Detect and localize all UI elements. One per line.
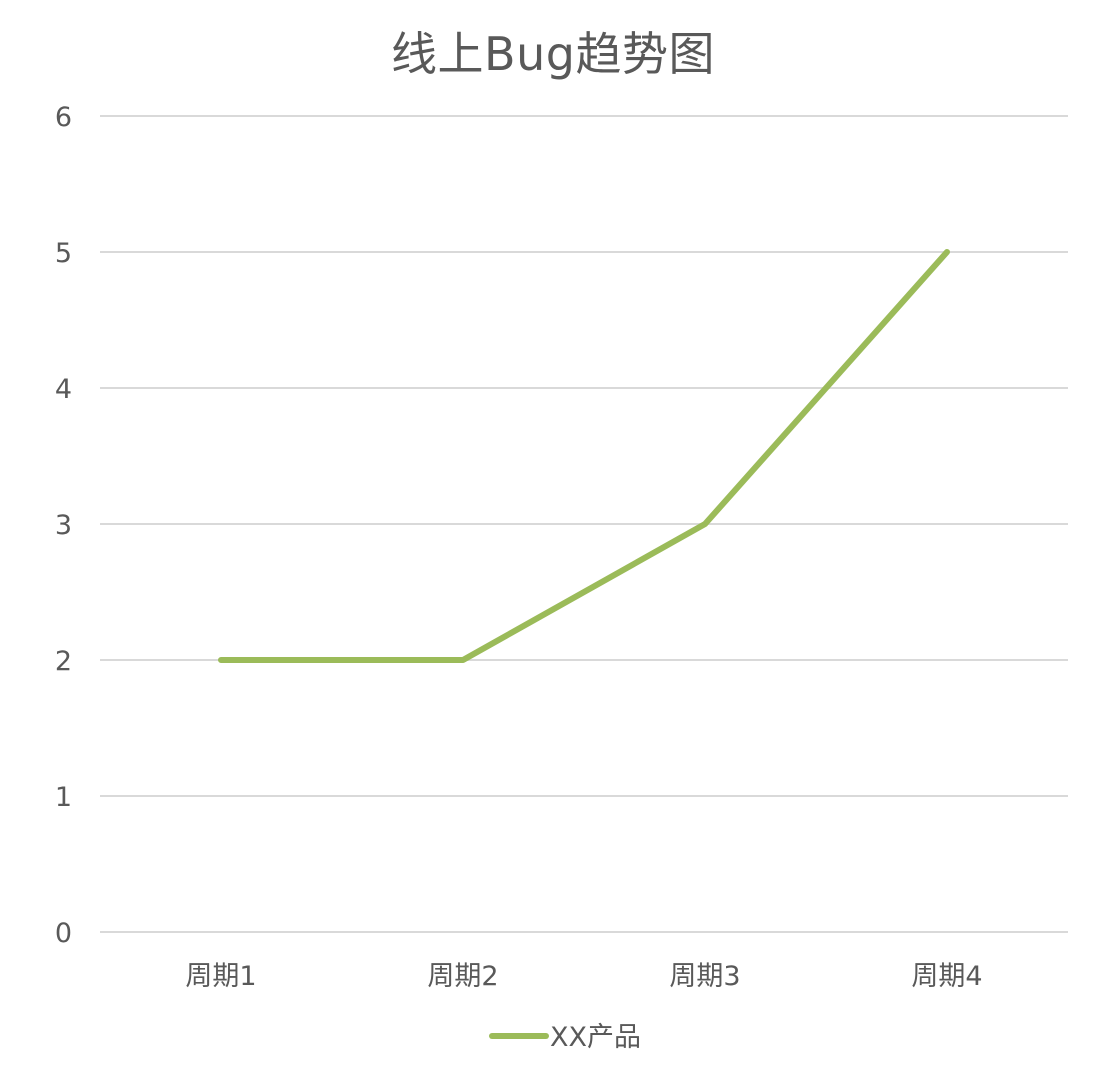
y-tick-label: 3	[55, 510, 72, 541]
y-axis-tick-labels: 0 1 2 3 4 5 6	[55, 102, 72, 949]
x-tick-label: 周期4	[911, 961, 982, 992]
series-lines	[218, 249, 950, 663]
y-tick-label: 1	[55, 782, 72, 813]
x-tick-label: 周期2	[427, 961, 498, 992]
x-axis-tick-labels: 周期1 周期2 周期3 周期4	[185, 961, 982, 992]
series-line	[218, 249, 950, 663]
legend-label: XX产品	[550, 1022, 641, 1053]
y-tick-label: 6	[55, 102, 72, 133]
x-tick-label: 周期1	[185, 961, 256, 992]
y-tick-label: 2	[55, 646, 72, 677]
gridlines	[100, 115, 1068, 933]
x-tick-label: 周期3	[669, 961, 740, 992]
y-tick-label: 0	[55, 918, 72, 949]
y-tick-label: 4	[55, 374, 72, 405]
y-tick-label: 5	[55, 238, 72, 269]
chart-title: 线上Bug趋势图	[391, 27, 715, 81]
legend: XX产品	[489, 1022, 641, 1053]
